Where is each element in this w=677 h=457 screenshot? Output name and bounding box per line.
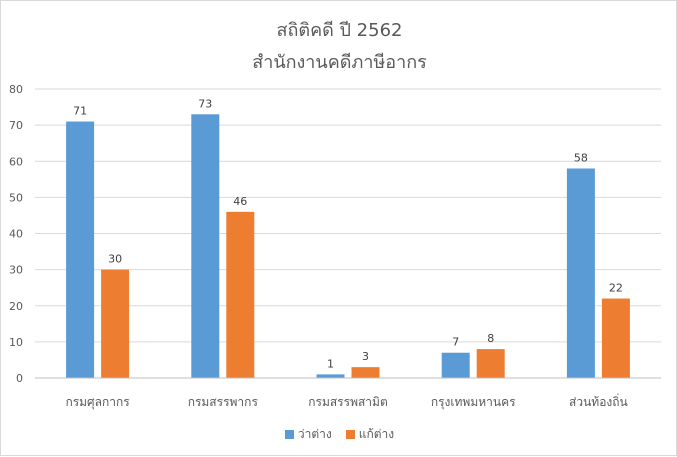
- bar-1: [566, 168, 595, 378]
- data-labels: 71 30 73 46 1 3 7 8 58 22: [73, 97, 623, 370]
- data-label: 30: [108, 253, 122, 266]
- y-tick-label: 30: [9, 264, 23, 277]
- x-tick-label: ส่วนท้องถิ่น: [569, 393, 628, 409]
- data-label: 3: [362, 350, 369, 363]
- legend-item-series-1: ว่าต่าง: [284, 425, 332, 444]
- y-axis: 0 10 20 30 40 50 60 70 80: [9, 83, 23, 385]
- legend-item-series-2: แก้ต่าง: [345, 425, 395, 444]
- y-tick-label: 0: [16, 372, 23, 385]
- bar-1: [66, 121, 95, 378]
- bar-1: [191, 114, 220, 378]
- data-label: 58: [574, 151, 588, 164]
- legend-label-series-1: ว่าต่าง: [297, 427, 332, 441]
- x-tick-label: กรุงเทพมหานคร: [431, 395, 516, 410]
- bar-1: [441, 352, 470, 378]
- x-tick-label: กรมสรรพากร: [188, 395, 259, 409]
- y-tick-label: 20: [9, 300, 23, 313]
- x-tick-label: กรมสรรพสามิต: [308, 395, 388, 409]
- data-label: 1: [327, 357, 334, 370]
- y-tick-label: 10: [9, 336, 23, 349]
- bar-2: [226, 211, 255, 378]
- y-tick-label: 60: [9, 155, 23, 168]
- legend-label-series-2: แก้ต่าง: [358, 427, 395, 441]
- bar-1: [316, 374, 345, 378]
- legend: ว่าต่าง แก้ต่าง: [1, 425, 677, 444]
- chart-subtitle: สำนักงานคดีภาษีอากร: [252, 52, 427, 73]
- y-tick-label: 50: [9, 191, 23, 204]
- x-tick-label: กรมศุลกากร: [65, 395, 130, 410]
- bar-2: [601, 298, 630, 378]
- legend-swatch-series-2: [345, 430, 355, 439]
- gridlines: [35, 88, 661, 343]
- y-tick-label: 70: [9, 119, 23, 132]
- data-label: 22: [609, 282, 623, 295]
- data-label: 46: [233, 195, 247, 208]
- y-tick-label: 80: [9, 83, 23, 96]
- x-axis: กรมศุลกากร กรมสรรพากร กรมสรรพสามิต กรุงเทพม…: [35, 377, 661, 410]
- bars: [66, 114, 630, 378]
- data-label: 8: [487, 332, 494, 345]
- y-tick-label: 40: [9, 228, 23, 241]
- bar-2: [476, 349, 505, 378]
- legend-swatch-series-1: [284, 430, 294, 439]
- data-label: 71: [73, 105, 87, 118]
- data-label: 7: [452, 336, 459, 349]
- bar-2: [101, 269, 130, 378]
- data-label: 73: [198, 97, 212, 110]
- chart-title: สถิติคดี ปี 2562: [276, 20, 403, 41]
- bar-2: [351, 367, 380, 378]
